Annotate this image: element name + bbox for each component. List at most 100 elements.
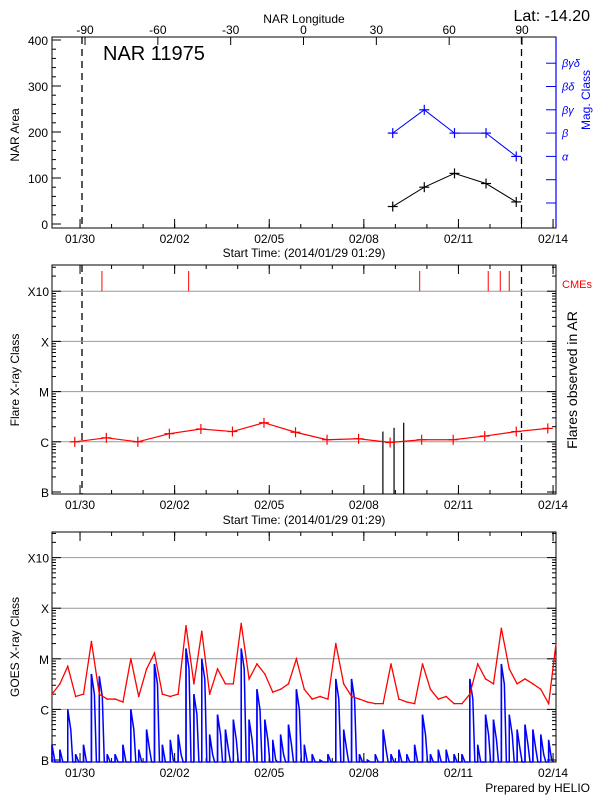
goes-long-sample xyxy=(177,693,179,695)
goes-long-sample xyxy=(279,688,282,691)
goes-long-sample xyxy=(461,702,463,705)
mag-class-point xyxy=(511,151,522,162)
goes-long-sample xyxy=(82,693,85,695)
flare-level-point xyxy=(385,437,396,448)
goes-long-sample xyxy=(145,668,148,670)
longitude-tick-label: 90 xyxy=(515,23,529,37)
goes-long-sample xyxy=(240,622,243,625)
goes-long-sample xyxy=(390,663,392,665)
longitude-tick-label: 60 xyxy=(442,23,456,37)
goes-long-sample xyxy=(335,642,337,645)
cme-label: CMEs xyxy=(562,279,592,291)
goes-long-sample xyxy=(532,683,534,685)
goes-long-sample xyxy=(114,698,116,700)
goes-long-sample xyxy=(51,693,53,695)
area-point xyxy=(419,182,430,193)
area-point xyxy=(449,168,460,179)
flare-level-point xyxy=(195,423,206,434)
panel2-ylabel: Flare X-ray Class xyxy=(8,334,22,427)
x-tick-label: 02/14 xyxy=(538,766,568,780)
x-tick-label: 02/05 xyxy=(254,232,284,246)
x-tick-label: 02/11 xyxy=(444,232,473,246)
x-tick-label: 02/08 xyxy=(349,766,379,780)
goes-long-sample xyxy=(256,663,258,665)
area-point xyxy=(387,201,398,212)
goes-long-sample xyxy=(90,640,93,643)
class-tick-label: B xyxy=(41,754,49,768)
flare-level-point xyxy=(448,434,459,445)
goes-long-sample xyxy=(547,702,550,705)
area-point xyxy=(511,196,522,207)
y-tick-label: 0 xyxy=(41,218,48,232)
y-tick-label: 100 xyxy=(28,172,48,186)
mag-class-label: βδ xyxy=(561,82,575,94)
goes-long-sample xyxy=(445,695,447,698)
x-tick-label: 02/11 xyxy=(444,766,473,780)
x-tick-label: 01/30 xyxy=(65,498,95,512)
x-tick-label: 02/08 xyxy=(349,232,379,246)
mag-class-label: α xyxy=(562,151,569,163)
panel2-start-time: Start Time: (2014/01/29 01:29) xyxy=(223,513,386,527)
goes-long-sample xyxy=(382,702,384,705)
goes-long-sample xyxy=(453,702,455,705)
x-tick-label: 02/02 xyxy=(160,232,190,246)
goes-long-sample xyxy=(492,683,495,685)
flare-level-point xyxy=(511,426,522,437)
longitude-tick-label: -30 xyxy=(222,23,240,37)
goes-long-sample xyxy=(398,698,400,700)
goes-long-sample xyxy=(137,695,140,698)
goes-long-sample xyxy=(153,652,156,654)
goes-long-sample xyxy=(193,683,195,685)
goes-long-sample xyxy=(429,688,432,691)
x-tick-label: 02/05 xyxy=(254,498,284,512)
goes-long-sample xyxy=(169,695,172,698)
mag-class-point xyxy=(449,128,460,139)
panel1-right-label: Mag. Class xyxy=(579,70,593,130)
class-tick-label: X xyxy=(41,602,49,616)
x-tick-label: 01/30 xyxy=(65,232,95,246)
flare-level-point xyxy=(479,431,490,442)
goes-long-sample xyxy=(264,673,266,675)
goes-long-sample xyxy=(500,627,503,630)
goes-long-sample xyxy=(130,658,132,660)
mag-class-point xyxy=(387,128,398,139)
goes-long-sample xyxy=(216,668,219,670)
y-tick-label: 400 xyxy=(28,34,48,48)
goes-long-sample xyxy=(508,668,511,670)
goes-long-sample xyxy=(122,701,124,703)
panel2-frame xyxy=(51,264,557,495)
mag-class-label: β xyxy=(561,128,569,140)
class-tick-label: C xyxy=(40,436,49,450)
credit-label: Prepared by HELIO xyxy=(485,781,590,795)
x-tick-label: 02/14 xyxy=(538,498,568,512)
class-tick-label: B xyxy=(41,486,49,500)
x-tick-label: 02/02 xyxy=(160,766,190,780)
goes-long-sample xyxy=(405,701,408,703)
flare-level-point xyxy=(542,423,553,434)
mag-class-point xyxy=(419,104,430,115)
class-tick-label: X10 xyxy=(28,285,50,299)
goes-long-sample xyxy=(421,663,424,665)
panel2-right-label: Flares observed in AR xyxy=(564,311,580,449)
goes-long-sample xyxy=(319,695,321,698)
mag-class-point xyxy=(481,128,492,139)
goes-long-sample xyxy=(476,663,479,665)
flare-level-line xyxy=(74,422,548,444)
class-tick-label: M xyxy=(39,653,49,667)
goes-long-sample xyxy=(185,624,187,627)
x-tick-label: 02/08 xyxy=(349,498,379,512)
goes-long-sample xyxy=(311,698,313,700)
longitude-tick-label: -60 xyxy=(149,23,167,37)
goes-long-sample xyxy=(350,695,353,698)
flare-level-point xyxy=(416,434,427,445)
longitude-tick-label: 30 xyxy=(370,23,384,37)
panel1-ylabel: NAR Area xyxy=(8,108,22,162)
flare-level-point xyxy=(101,432,112,443)
goes-long-sample xyxy=(516,683,518,685)
flare-level-point xyxy=(353,433,364,444)
goes-long-sample xyxy=(287,683,290,685)
goes-long-sample xyxy=(437,698,440,700)
goes-long-sample xyxy=(555,642,557,645)
goes-long-sample xyxy=(161,693,164,695)
